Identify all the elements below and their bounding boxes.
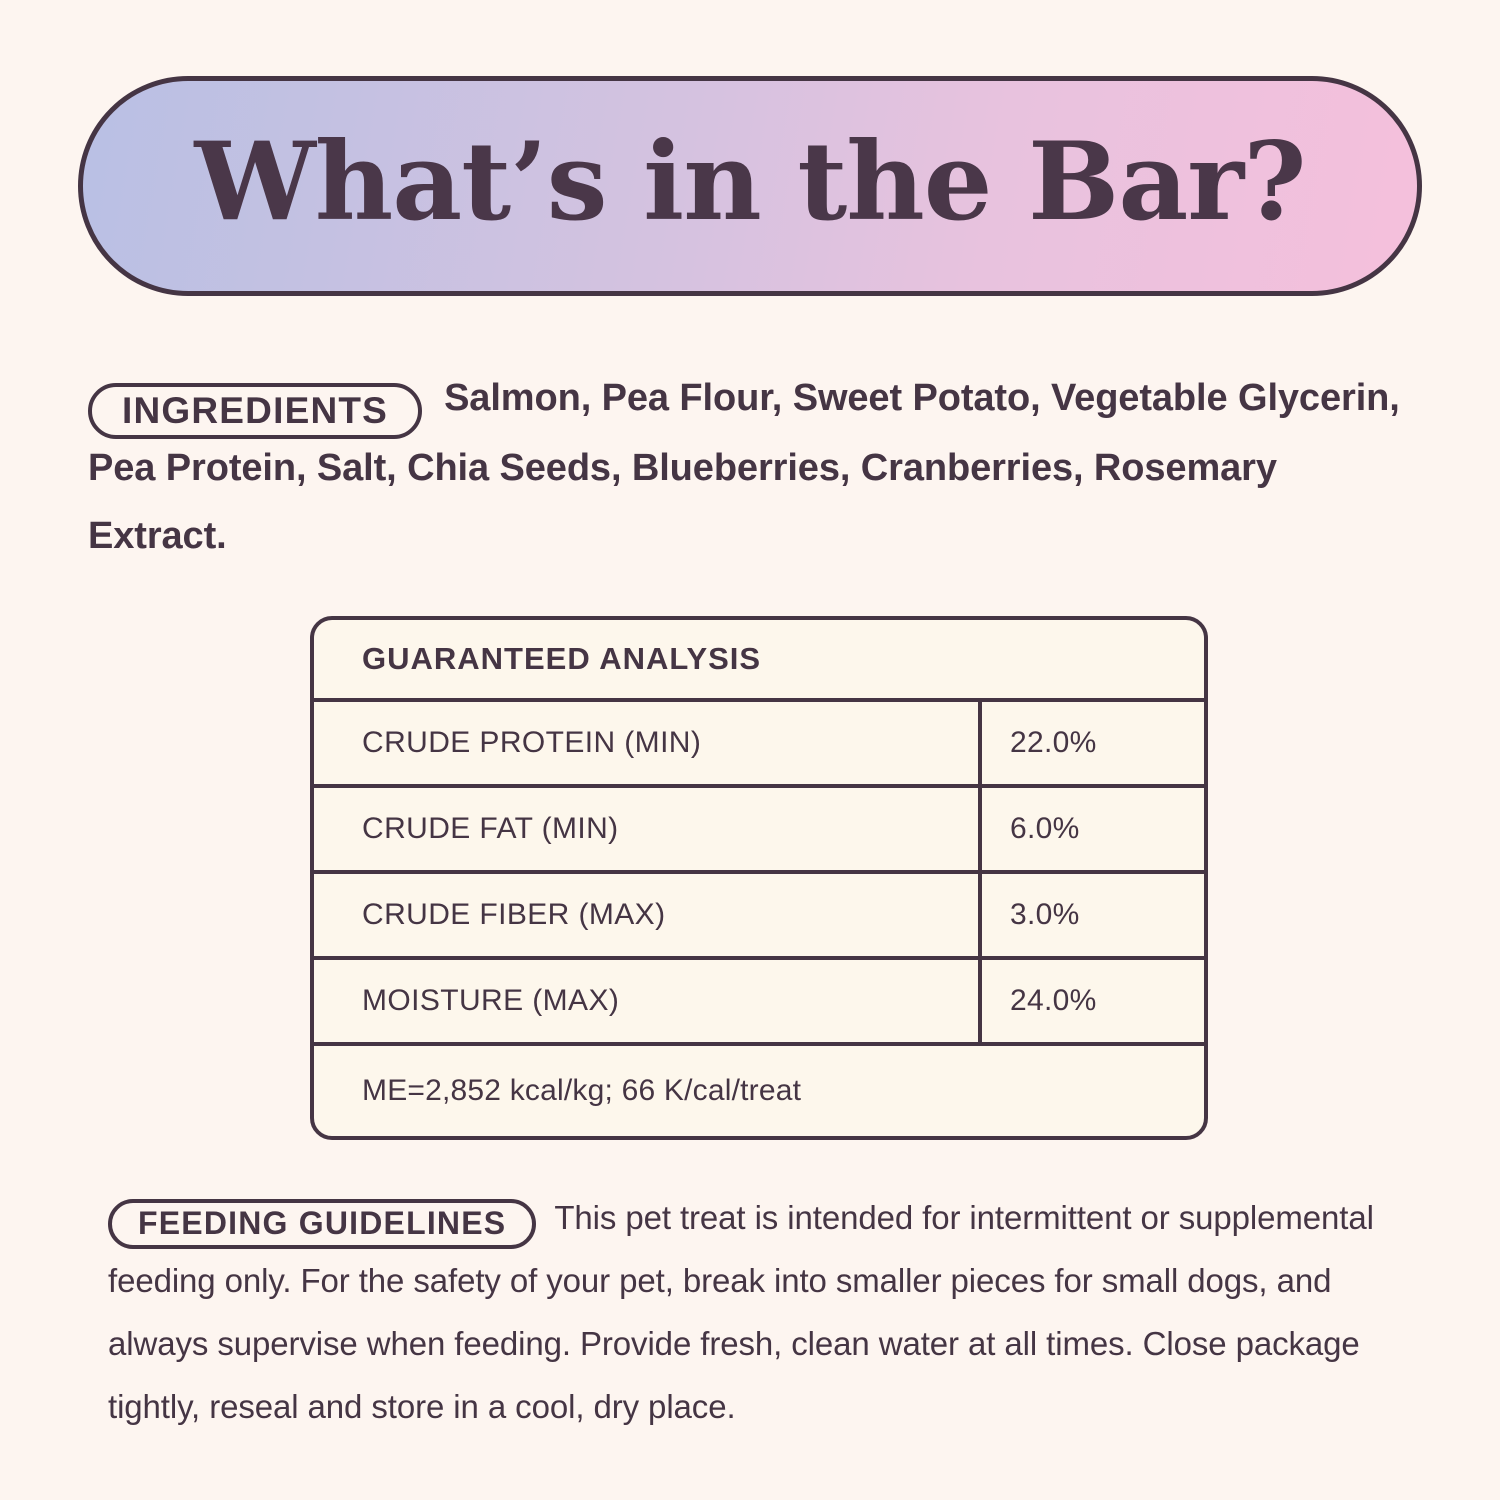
ingredients-label-pill: INGREDIENTS (88, 382, 423, 439)
analysis-row-value: 24.0% (1010, 984, 1097, 1017)
ingredients-text: Salmon, Pea Flour, Sweet Potato, Vegetab… (88, 377, 1400, 557)
analysis-heading: GUARANTEED ANALYSIS (362, 641, 762, 676)
table-row: MOISTURE (MAX) 24.0% (314, 956, 1204, 1042)
feeding-guidelines-text: This pet treat is intended for intermitt… (108, 1199, 1374, 1425)
table-row: CRUDE FIBER (MAX) 3.0% (314, 870, 1204, 956)
analysis-row-value: 6.0% (1010, 812, 1080, 845)
page-title: What’s in the Bar? (194, 119, 1307, 245)
analysis-row-value: 3.0% (1010, 898, 1080, 931)
analysis-row-label: CRUDE PROTEIN (MIN) (314, 702, 982, 784)
guaranteed-analysis-table: GUARANTEED ANALYSIS CRUDE PROTEIN (MIN) … (310, 616, 1208, 1140)
analysis-row-label: CRUDE FIBER (MAX) (314, 874, 982, 956)
analysis-row-label: MOISTURE (MAX) (314, 960, 982, 1042)
feeding-guidelines-label-pill: FEEDING GUIDELINES (108, 1198, 537, 1249)
table-row: CRUDE PROTEIN (MIN) 22.0% (314, 698, 1204, 784)
analysis-row-value: 22.0% (1010, 726, 1097, 759)
title-banner: What’s in the Bar? (78, 76, 1422, 296)
analysis-footnote: ME=2,852 kcal/kg; 66 K/cal/treat (314, 1042, 1204, 1136)
ingredients-section: INGREDIENTS Salmon, Pea Flour, Sweet Pota… (88, 364, 1418, 570)
feeding-guidelines-section: FEEDING GUIDELINES This pet treat is inte… (108, 1186, 1408, 1438)
analysis-row-label: CRUDE FAT (MIN) (314, 788, 982, 870)
table-row: CRUDE FAT (MIN) 6.0% (314, 784, 1204, 870)
